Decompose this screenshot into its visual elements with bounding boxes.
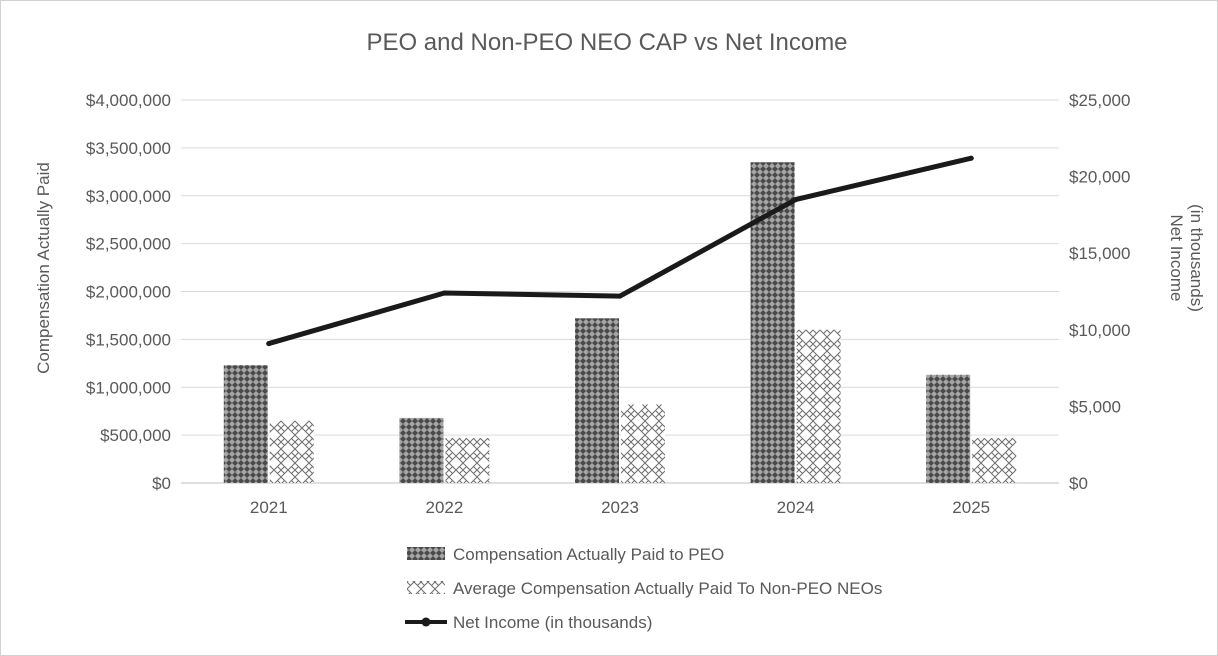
right-axis-title-line-2: (in thousands) [1187,204,1206,312]
bar-peo-cap [926,374,971,483]
bar-peo-cap [575,318,619,483]
net-income-point [617,293,623,299]
net-income-point [968,155,974,161]
bar-neo-avg-cap [445,437,490,483]
bar-peo-cap [399,417,444,483]
right-axis-ticks: $0 $5,000 $10,000 $15,000 $20,000 $25,000 [1069,91,1130,493]
right-axis-title: Net Income (in thousands) [1167,204,1206,312]
x-axis-tick-label: 2021 [250,498,288,517]
x-axis-tick-label: 2023 [601,498,639,517]
bar-neo-avg-cap [796,329,841,483]
right-axis-tick-label: $5,000 [1069,397,1121,416]
net-income-point [441,290,447,296]
x-axis-tick-label: 2025 [952,498,990,517]
left-axis-tick-label: $2,000,000 [86,283,171,302]
left-axis-tick-label: $0 [152,474,171,493]
x-axis-tick-label: 2022 [425,498,463,517]
bar-neo-avg-cap [269,420,314,483]
left-axis-tick-label: $1,000,000 [86,378,171,397]
left-axis-tick-label: $3,500,000 [86,139,171,158]
x-axis-tick-label: 2024 [777,498,815,517]
left-axis-tick-label: $4,000,000 [86,91,171,110]
bar-neo-avg-cap [972,437,1017,483]
legend-label-neo: Average Compensation Actually Paid To No… [453,579,882,598]
net-income-point [266,341,272,347]
legend-label-net-income: Net Income (in thousands) [453,613,652,632]
legend-swatch-peo [407,547,445,560]
right-axis-tick-label: $0 [1069,474,1088,493]
x-axis-ticks: 2021 2022 2023 2024 2025 [250,498,990,517]
bar-neo-avg-cap [621,404,665,483]
left-axis-ticks: $0 $500,000 $1,000,000 $1,500,000 $2,000,000… [86,91,171,493]
right-axis-tick-label: $20,000 [1069,168,1130,187]
bar-peo-cap [750,162,795,484]
bars [223,162,1017,484]
net-income-line-group [266,155,974,347]
left-axis-tick-label: $3,000,000 [86,187,171,206]
gridlines [181,99,1059,484]
net-income-line [266,155,974,347]
legend: Compensation Actually Paid to PEO Averag… [405,545,882,632]
left-axis-tick-label: $500,000 [100,426,171,445]
right-axis-title-line-1: Net Income [1167,215,1186,302]
left-axis-tick-label: $1,500,000 [86,330,171,349]
net-income-point [793,197,799,203]
right-axis-tick-label: $25,000 [1069,91,1130,110]
right-axis-tick-label: $10,000 [1069,321,1130,340]
legend-swatch-neo [407,581,445,594]
left-axis-tick-label: $2,500,000 [86,235,171,254]
right-axis-tick-label: $15,000 [1069,244,1130,263]
left-axis-title: Compensation Actually Paid [34,162,53,374]
chart-title: PEO and Non-PEO NEO CAP vs Net Income [366,29,847,56]
bar-peo-cap [223,365,268,483]
legend-label-peo: Compensation Actually Paid to PEO [453,545,724,564]
legend-swatch-net-income-marker [421,617,431,627]
